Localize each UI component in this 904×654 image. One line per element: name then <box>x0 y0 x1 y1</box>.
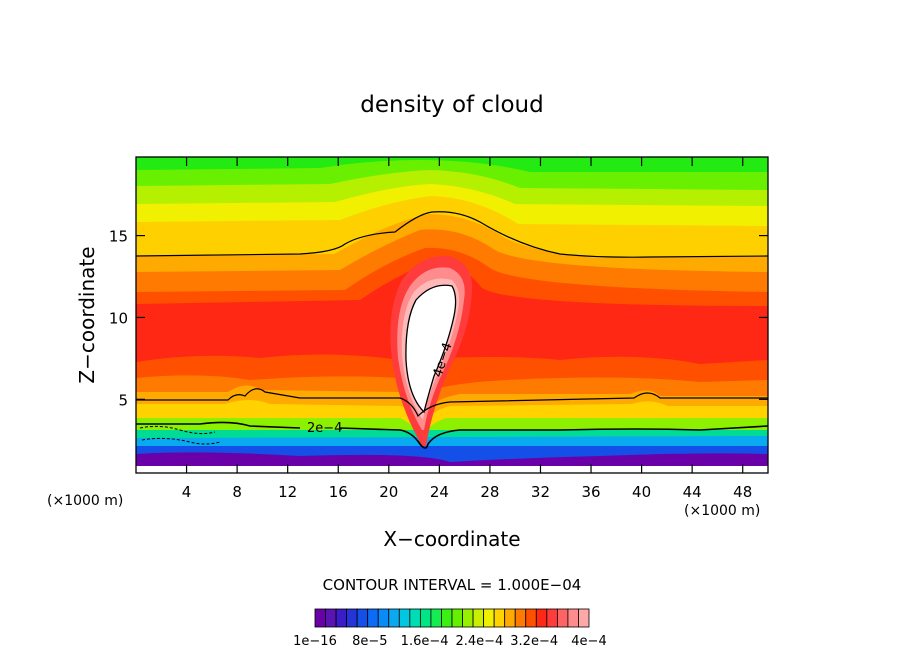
x-tick-label: 8 <box>232 483 242 501</box>
x-tick-label: 24 <box>430 483 449 501</box>
x-tick-label: 12 <box>278 483 297 501</box>
colorbar-swatch <box>367 608 379 628</box>
x-tick-label: 44 <box>683 483 702 501</box>
band-ground <box>136 466 768 473</box>
plume-core <box>405 284 457 414</box>
y-axis-ticks: 5 10 15 <box>109 228 768 409</box>
contour-noise-left <box>139 425 221 445</box>
colorbar-swatch <box>325 608 337 628</box>
x-tick-label: 40 <box>632 483 651 501</box>
colorbar-tick-labels: 1e−16 8e−5 1.6e−4 2.4e−4 3.2e−4 4e−4 <box>293 634 607 649</box>
colorbar-swatch <box>578 608 590 628</box>
colorbar-swatch <box>314 608 326 628</box>
colorbar-swatch <box>483 608 495 628</box>
y-tick-label: 10 <box>109 309 128 327</box>
colorbar-swatch <box>504 608 516 628</box>
contour-upper <box>136 211 768 258</box>
y-tick-label: 5 <box>118 391 128 409</box>
colorbar-tick-label: 8e−5 <box>352 634 387 649</box>
colorbar-swatch <box>356 608 369 628</box>
colorbar-swatch <box>451 608 463 628</box>
colorbar-swatch <box>441 608 453 628</box>
colorbar-swatch <box>388 608 400 628</box>
x-units-label: (×1000 m) <box>684 503 760 519</box>
x-tick-label: 20 <box>379 483 398 501</box>
chart-title: density of cloud <box>360 92 543 118</box>
colorbar-tick-label: 4e−4 <box>571 634 606 649</box>
colorbar-swatch <box>409 608 421 628</box>
contour-label-2e-4: 2e−4 <box>307 421 342 436</box>
contour-lower-5km <box>136 388 768 418</box>
colorbar-swatch <box>535 608 548 628</box>
colorbar-tick-label: 3.2e−4 <box>510 634 558 649</box>
colorbar-swatch <box>335 608 348 628</box>
colorbar-swatch <box>514 608 527 628</box>
plot-frame <box>135 156 769 474</box>
colorbar-swatch <box>462 608 474 628</box>
colorbar-swatch <box>525 608 537 628</box>
x-tick-label: 28 <box>480 483 499 501</box>
x-tick-label: 16 <box>329 483 348 501</box>
colorbar-swatch <box>419 608 432 628</box>
y-tick-label: 15 <box>109 228 128 246</box>
colorbar-swatch <box>398 608 411 628</box>
y-axis-label: Z−coordinate <box>75 246 99 383</box>
colorbar-swatch <box>430 608 442 628</box>
colorbar-swatch <box>346 608 358 628</box>
x-tick-label: 36 <box>581 483 600 501</box>
colorbar-swatch <box>472 608 485 628</box>
colorbar-swatch <box>546 608 558 628</box>
x-tick-label: 48 <box>733 483 752 501</box>
colorbar-tick-label: 1e−16 <box>293 634 337 649</box>
colorbar-swatch <box>567 608 579 628</box>
y-units-label: (×1000 m) <box>47 493 123 509</box>
colorbar-swatch <box>556 608 569 628</box>
x-axis-ticks: 4 8 12 16 20 24 28 32 36 40 44 48 <box>182 157 752 501</box>
contour-interval-text: CONTOUR INTERVAL = 1.000E−04 <box>323 576 582 594</box>
x-tick-label: 32 <box>531 483 550 501</box>
colorbar-tick-label: 1.6e−4 <box>401 634 449 649</box>
colorbar-swatch <box>493 608 506 628</box>
x-tick-label: 4 <box>182 483 192 501</box>
contour-2e-4 <box>136 421 768 449</box>
colorbar-swatch <box>377 608 390 628</box>
plot-area <box>136 157 768 473</box>
colorbar-tick-label: 2.4e−4 <box>455 634 503 649</box>
colorbar <box>314 608 590 628</box>
x-axis-label: X−coordinate <box>383 527 520 551</box>
